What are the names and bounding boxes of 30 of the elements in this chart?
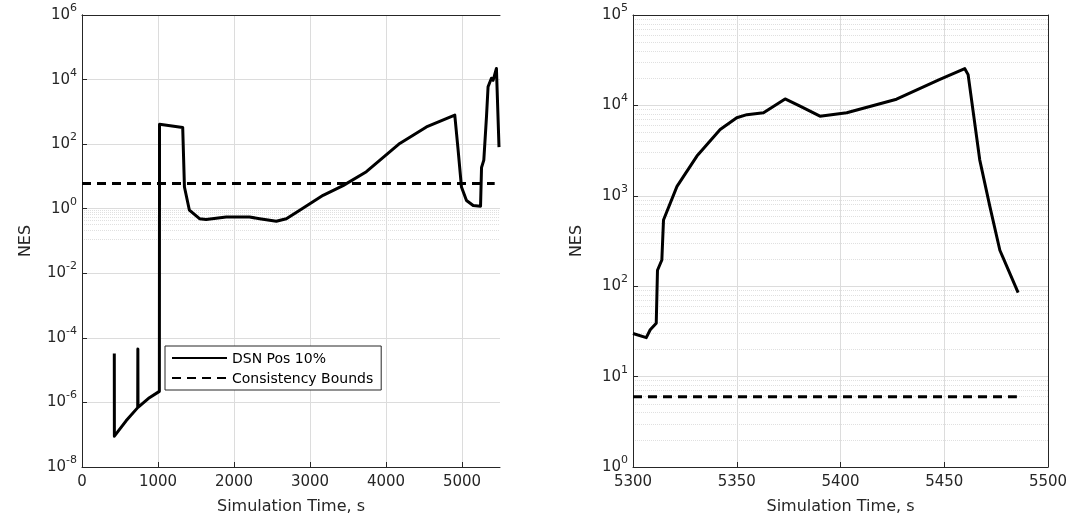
legend-label: DSN Pos 10% [232, 350, 326, 366]
y-tick-label: 10$^{1}$ [601, 362, 628, 385]
y-tick-label: 10$^{4}$ [50, 65, 77, 88]
x-tick-label: 4000 [366, 471, 406, 490]
x-tick-label: 5400 [821, 471, 860, 490]
x-tick-label: 0 [77, 471, 87, 490]
x-tick-label: 5000 [442, 471, 482, 490]
x-tick-label: 5350 [717, 471, 756, 490]
y-tick-label: 10$^{-6}$ [46, 388, 77, 411]
y-tick-label: 10$^{3}$ [601, 181, 628, 204]
x-tick-label: 2000 [214, 471, 254, 490]
legend-label: Consistency Bounds [232, 370, 374, 386]
y-tick-label: 10$^{-4}$ [46, 323, 77, 346]
x-tick-label: 3000 [290, 471, 330, 490]
x-tick-label: 5500 [1028, 471, 1068, 490]
y-axis-title: NES [14, 224, 34, 258]
y-tick-label: 10$^{-2}$ [46, 259, 77, 282]
y-tick-label: 10$^{2}$ [50, 130, 77, 153]
y-tick-label: 10$^{6}$ [50, 1, 77, 23]
y-tick-label: 10$^{4}$ [601, 91, 628, 114]
line-series [631, 67, 1020, 340]
x-tick-label: 1000 [138, 471, 178, 490]
y-tick-label: 10$^{-8}$ [46, 453, 77, 475]
x-tick-label: 5450 [925, 471, 964, 490]
y-tick-label: 10$^{5}$ [601, 1, 628, 23]
y-tick-label: 10$^{0}$ [50, 194, 77, 217]
y-axis-title: NES [565, 224, 585, 258]
x-axis-title: Simulation Time, s [766, 495, 915, 515]
y-tick-label: 10$^{2}$ [601, 272, 628, 295]
x-axis-title: Simulation Time, s [217, 495, 365, 515]
